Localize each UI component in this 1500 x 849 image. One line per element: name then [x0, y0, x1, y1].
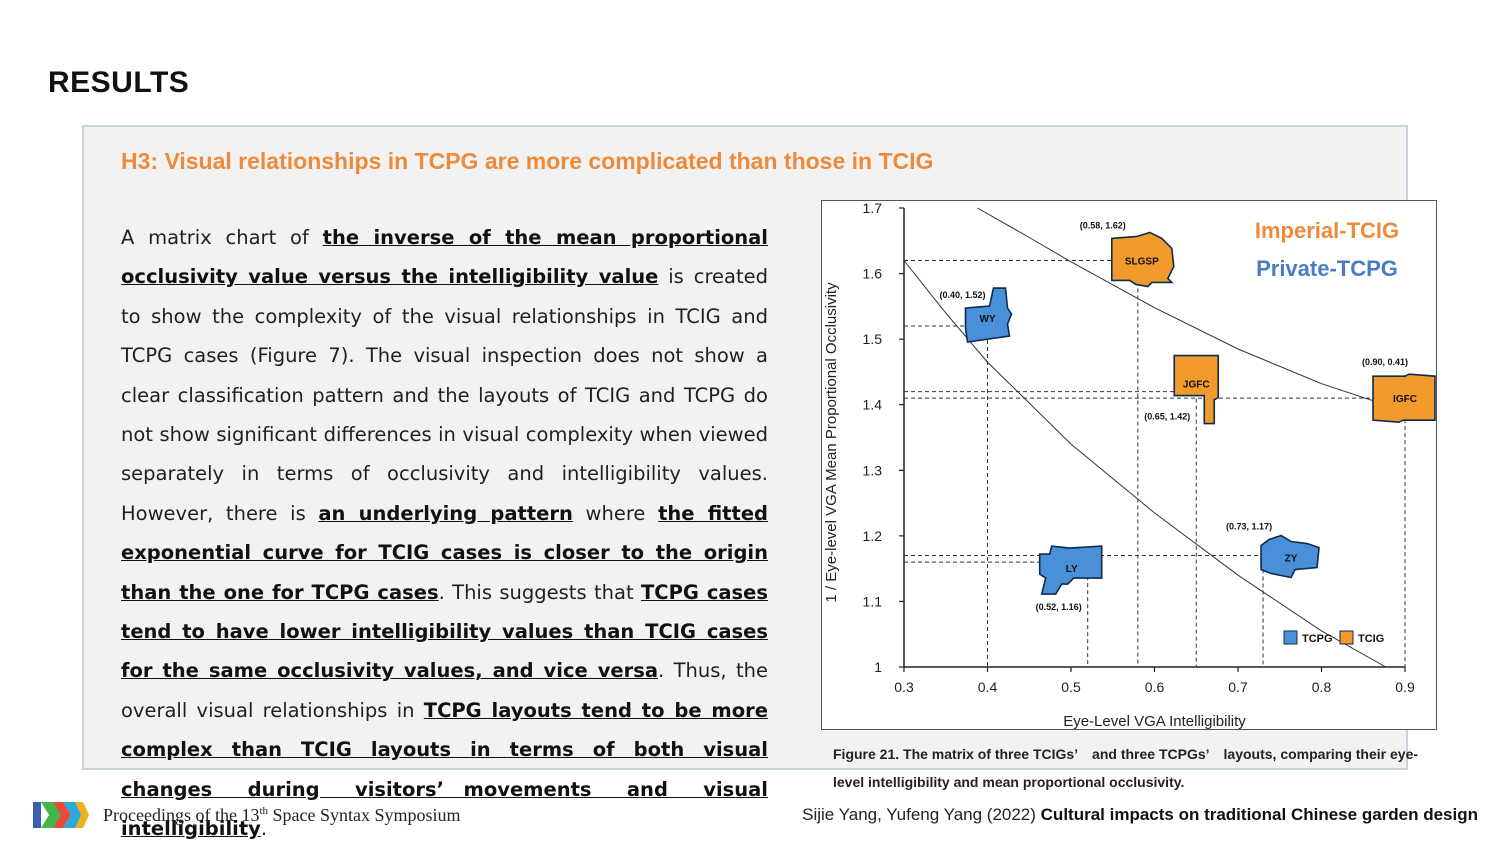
emphasis-text: TCPG layouts tend to be more complex tha… [121, 698, 768, 841]
point-coord-label: (0.40, 1.52) [939, 290, 985, 300]
point-name-igfc: IGFC [1393, 394, 1417, 405]
legend-swatch-tcpg [1283, 630, 1298, 645]
symposium-logo-icon [33, 802, 89, 828]
section-title: RESULTS [48, 66, 190, 99]
body-text: A matrix chart of [121, 226, 323, 249]
x-axis-title: Eye-Level VGA Intelligibility [1063, 713, 1246, 730]
body-paragraph: A matrix chart of the inverse of the mea… [121, 218, 768, 849]
body-text: . [260, 817, 268, 841]
point-name-ly: LY [1066, 564, 1078, 575]
point-coord-label: (0.52, 1.16) [1036, 602, 1082, 612]
point-coord-label: (0.90, 0.41) [1362, 357, 1408, 367]
legend-title-0: Imperial-TCIG [1255, 218, 1399, 243]
footer-left-sup: th [259, 805, 269, 817]
figure-caption: Figure 21. The matrix of three TCIGs’ an… [833, 746, 1419, 790]
layout-marker-slgsp [1110, 231, 1175, 288]
y-tick-label: 1.1 [863, 593, 883, 609]
footer-left-prefix: Proceedings of the 13 [103, 805, 260, 825]
y-tick-label: 1.3 [863, 462, 883, 478]
emphasis-text: TCPG cases tend to have lower intelligib… [121, 580, 769, 683]
emphasis-text: the inverse of the mean proportional occ… [121, 226, 768, 289]
y-tick-label: 1.4 [863, 397, 883, 413]
legend-label-tcig: TCIG [1358, 633, 1384, 645]
x-tick-label: 0.9 [1395, 679, 1415, 695]
matrix-chart: 0.3 0.4 0.5 0.6 0.7 0.8 0.9 1 1.1 1.2 1.3 1.4 1.5 1.6… [821, 200, 1437, 730]
x-tick-label: 0.7 [1228, 679, 1248, 695]
point-coord-label: (0.73, 1.17) [1226, 522, 1272, 532]
fitted-curve-tcpg [903, 260, 1387, 668]
body-text: is created to show the complexity of the… [121, 265, 768, 525]
footer-citation: Sijie Yang, Yufeng Yang (2022) Cultural … [802, 805, 1478, 825]
fitted-curve-tcig [977, 207, 1406, 412]
body-text: . Thus, the overall visual relationships… [121, 659, 769, 722]
y-tick-label: 1.7 [863, 201, 883, 216]
layout-marker-wy [964, 287, 1013, 343]
layout-marker-zy [1260, 534, 1320, 579]
legend-label-tcpg: TCPG [1302, 633, 1333, 645]
y-tick-label: 1.6 [863, 266, 883, 282]
emphasis-text: the fitted exponential curve for TCIG ca… [121, 501, 769, 604]
footer-authors: Sijie Yang, Yufeng Yang (2022) [802, 805, 1041, 824]
x-tick-label: 0.3 [894, 679, 914, 695]
legend-title-1: Private-TCPG [1256, 256, 1398, 281]
layout-marker-igfc [1372, 373, 1436, 423]
hypothesis-title: H3: Visual relationships in TCPG are mor… [121, 148, 934, 174]
point-name-zy: ZY [1285, 554, 1298, 565]
x-tick-label: 0.5 [1061, 679, 1081, 695]
point-name-slgsp: SLGSP [1125, 256, 1159, 267]
chart-svg: 0.3 0.4 0.5 0.6 0.7 0.8 0.9 1 1.1 1.2 1.3 1.4 1.5 1.6… [823, 201, 1436, 730]
y-tick-label: 1.5 [863, 331, 883, 347]
point-name-jgfc: JGFC [1183, 380, 1210, 391]
footer-left-suffix: Space Syntax Symposium [268, 805, 461, 825]
legend-swatch-tcig [1339, 630, 1354, 645]
layout-marker-jgfc [1173, 354, 1220, 425]
footer-proceedings: Proceedings of the 13th Space Syntax Sym… [103, 805, 461, 826]
layout-marker-ly [1038, 545, 1103, 595]
y-tick-label: 1.2 [863, 528, 883, 544]
emphasis-text: an underlying pattern [318, 501, 573, 525]
footer-paper-title: Cultural impacts on traditional Chinese … [1040, 805, 1478, 824]
point-name-wy: WY [979, 314, 995, 325]
point-coord-label: (0.65, 1.42) [1144, 412, 1190, 422]
x-tick-label: 0.8 [1312, 679, 1332, 695]
x-tick-label: 0.4 [978, 679, 998, 695]
point-coord-label: (0.58, 1.62) [1080, 220, 1126, 230]
body-text: . This suggests that [438, 580, 641, 604]
y-tick-label: 1 [874, 659, 882, 675]
body-text: where [572, 501, 659, 525]
y-axis-title: 1 / Eye-level VGA Mean Proportional Occl… [823, 282, 840, 603]
x-tick-label: 0.6 [1145, 679, 1165, 695]
